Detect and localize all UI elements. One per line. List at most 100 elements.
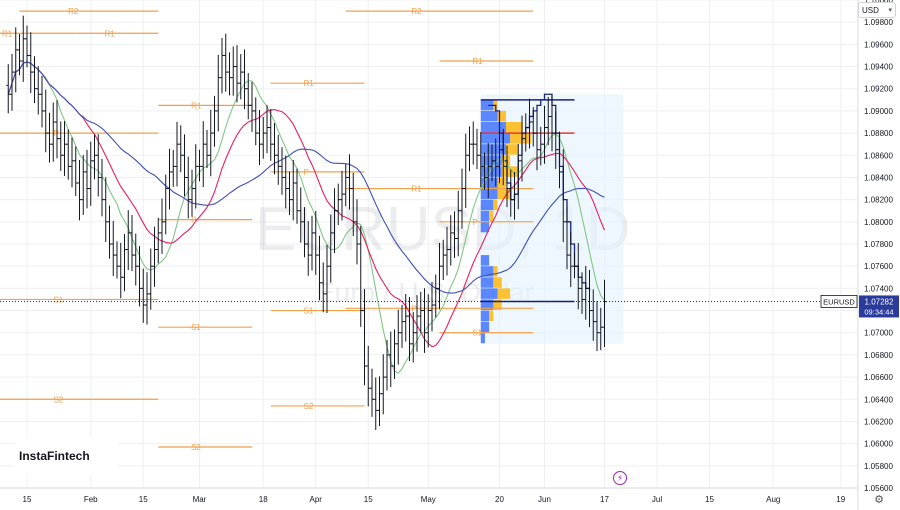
volume-profile-bar-down — [505, 144, 519, 155]
volume-profile-bar-up — [480, 122, 506, 133]
y-tick-label: 1.07600 — [864, 262, 893, 271]
volume-profile-bar-up — [480, 133, 511, 144]
x-tick-label: Mar — [193, 495, 207, 504]
ohlc-bar — [238, 54, 243, 100]
ohlc-bar — [418, 291, 423, 333]
pivot-label-p: P — [191, 216, 196, 225]
volume-profile-bar-up — [480, 277, 494, 288]
ohlc-bar — [246, 73, 251, 120]
y-tick-label: 1.09200 — [864, 85, 893, 94]
ohlc-bar — [310, 215, 314, 271]
ohlc-bar — [126, 210, 131, 270]
ohlc-bar — [133, 233, 138, 286]
ohlc-bar — [313, 210, 318, 275]
ohlc-bar — [388, 331, 393, 387]
volume-profile-bar-down — [493, 299, 502, 310]
volume-profile-bar-down — [493, 199, 498, 211]
ohlc-bar — [523, 113, 528, 152]
gear-icon[interactable]: ⚙ — [874, 494, 884, 506]
ohlc-bar — [306, 221, 311, 276]
volume-profile-bar-up — [480, 310, 490, 322]
ohlc-bar — [280, 147, 284, 195]
ohlc-bar — [148, 248, 153, 310]
ohlc-bar — [493, 138, 498, 187]
volume-profile-bar-down — [497, 110, 506, 122]
ohlc-bar — [362, 289, 367, 386]
ma-line-ma-mid — [7, 61, 606, 348]
bars-layer — [6, 15, 607, 430]
x-tick-label: 15 — [705, 495, 714, 504]
ohlc-bar — [25, 25, 29, 68]
ohlc-bar — [51, 102, 56, 162]
ohlc-bar — [43, 89, 48, 153]
y-tick-label: 1.06200 — [864, 417, 893, 426]
instafintech-logo: InstaFintech — [14, 436, 118, 476]
ohlc-bar — [137, 246, 142, 307]
ohlc-bar — [437, 242, 442, 310]
ohlc-bar — [456, 190, 461, 257]
volume-profile-bar-up — [480, 110, 498, 122]
ohlc-bar — [250, 82, 254, 132]
ohlc-bar — [381, 354, 386, 415]
logo-text: InstaFintech — [19, 449, 90, 463]
ohlc-bar — [587, 269, 592, 328]
ohlc-bar — [55, 100, 59, 159]
ohlc-bar — [163, 174, 168, 235]
ohlc-bar — [92, 134, 97, 180]
ohlc-bar — [576, 242, 581, 310]
volume-profile-bar-down — [510, 133, 532, 144]
currency-select[interactable]: USD ▾ — [858, 2, 896, 18]
symbol-tag-text: EURUSD — [823, 297, 855, 306]
ma-line-ma-fast — [7, 61, 605, 374]
ohlc-bar — [426, 294, 431, 348]
ohlc-bar — [182, 134, 187, 197]
volume-profile-bar-up — [480, 210, 490, 222]
y-tick-label: 1.05600 — [864, 484, 893, 493]
ohlc-bar — [32, 56, 37, 104]
ohlc-bar — [336, 183, 341, 226]
ohlc-bar — [501, 128, 506, 186]
ohlc-bar — [535, 110, 539, 171]
ohlc-bar — [122, 234, 127, 292]
ohlc-bar — [253, 97, 258, 146]
volume-profile-bar-up — [480, 166, 502, 177]
ohlc-bar — [197, 149, 202, 182]
ohlc-bar — [527, 98, 532, 149]
ohlc-bar — [328, 214, 333, 283]
ohlc-bar — [268, 109, 273, 161]
pivot-label-s2: S2 — [53, 395, 63, 404]
ohlc-bar — [208, 109, 213, 177]
ohlc-bar — [190, 169, 194, 217]
ohlc-bar — [467, 126, 472, 172]
ohlc-bar — [77, 159, 82, 221]
ohlc-bar — [422, 288, 427, 353]
x-tick-label: 15 — [139, 495, 148, 504]
pivot-label-r1: R1 — [105, 29, 116, 38]
y-tick-label: 1.06800 — [864, 351, 893, 360]
symbol-tag-box — [820, 295, 858, 308]
x-tick-label: 15 — [23, 495, 32, 504]
ohlc-bar — [482, 152, 487, 190]
ohlc-bar — [475, 128, 479, 170]
ohlc-bar — [508, 169, 513, 217]
pivot-label-r2: R2 — [68, 7, 79, 16]
lightning-icon[interactable]: ⚡ — [613, 471, 627, 485]
ohlc-bar — [73, 146, 78, 196]
ohlc-bar — [205, 130, 209, 168]
ohlc-bar — [115, 241, 119, 279]
ohlc-bar — [490, 144, 494, 182]
ohlc-bar — [223, 33, 228, 92]
ohlc-bar — [531, 107, 536, 147]
y-tick-label: 1.07000 — [864, 329, 893, 338]
ohlc-bar — [141, 268, 146, 323]
ohlc-bar — [565, 206, 569, 270]
volume-profile-bar-up — [480, 321, 490, 333]
ohlc-bar — [227, 52, 232, 96]
ohlc-bar — [178, 125, 183, 173]
pivot-label-p: P — [304, 168, 309, 177]
ohlc-bar — [66, 129, 71, 180]
ohlc-bar — [36, 66, 41, 115]
ohlc-bar — [497, 131, 502, 184]
pivot-label-r2: R2 — [411, 7, 422, 16]
